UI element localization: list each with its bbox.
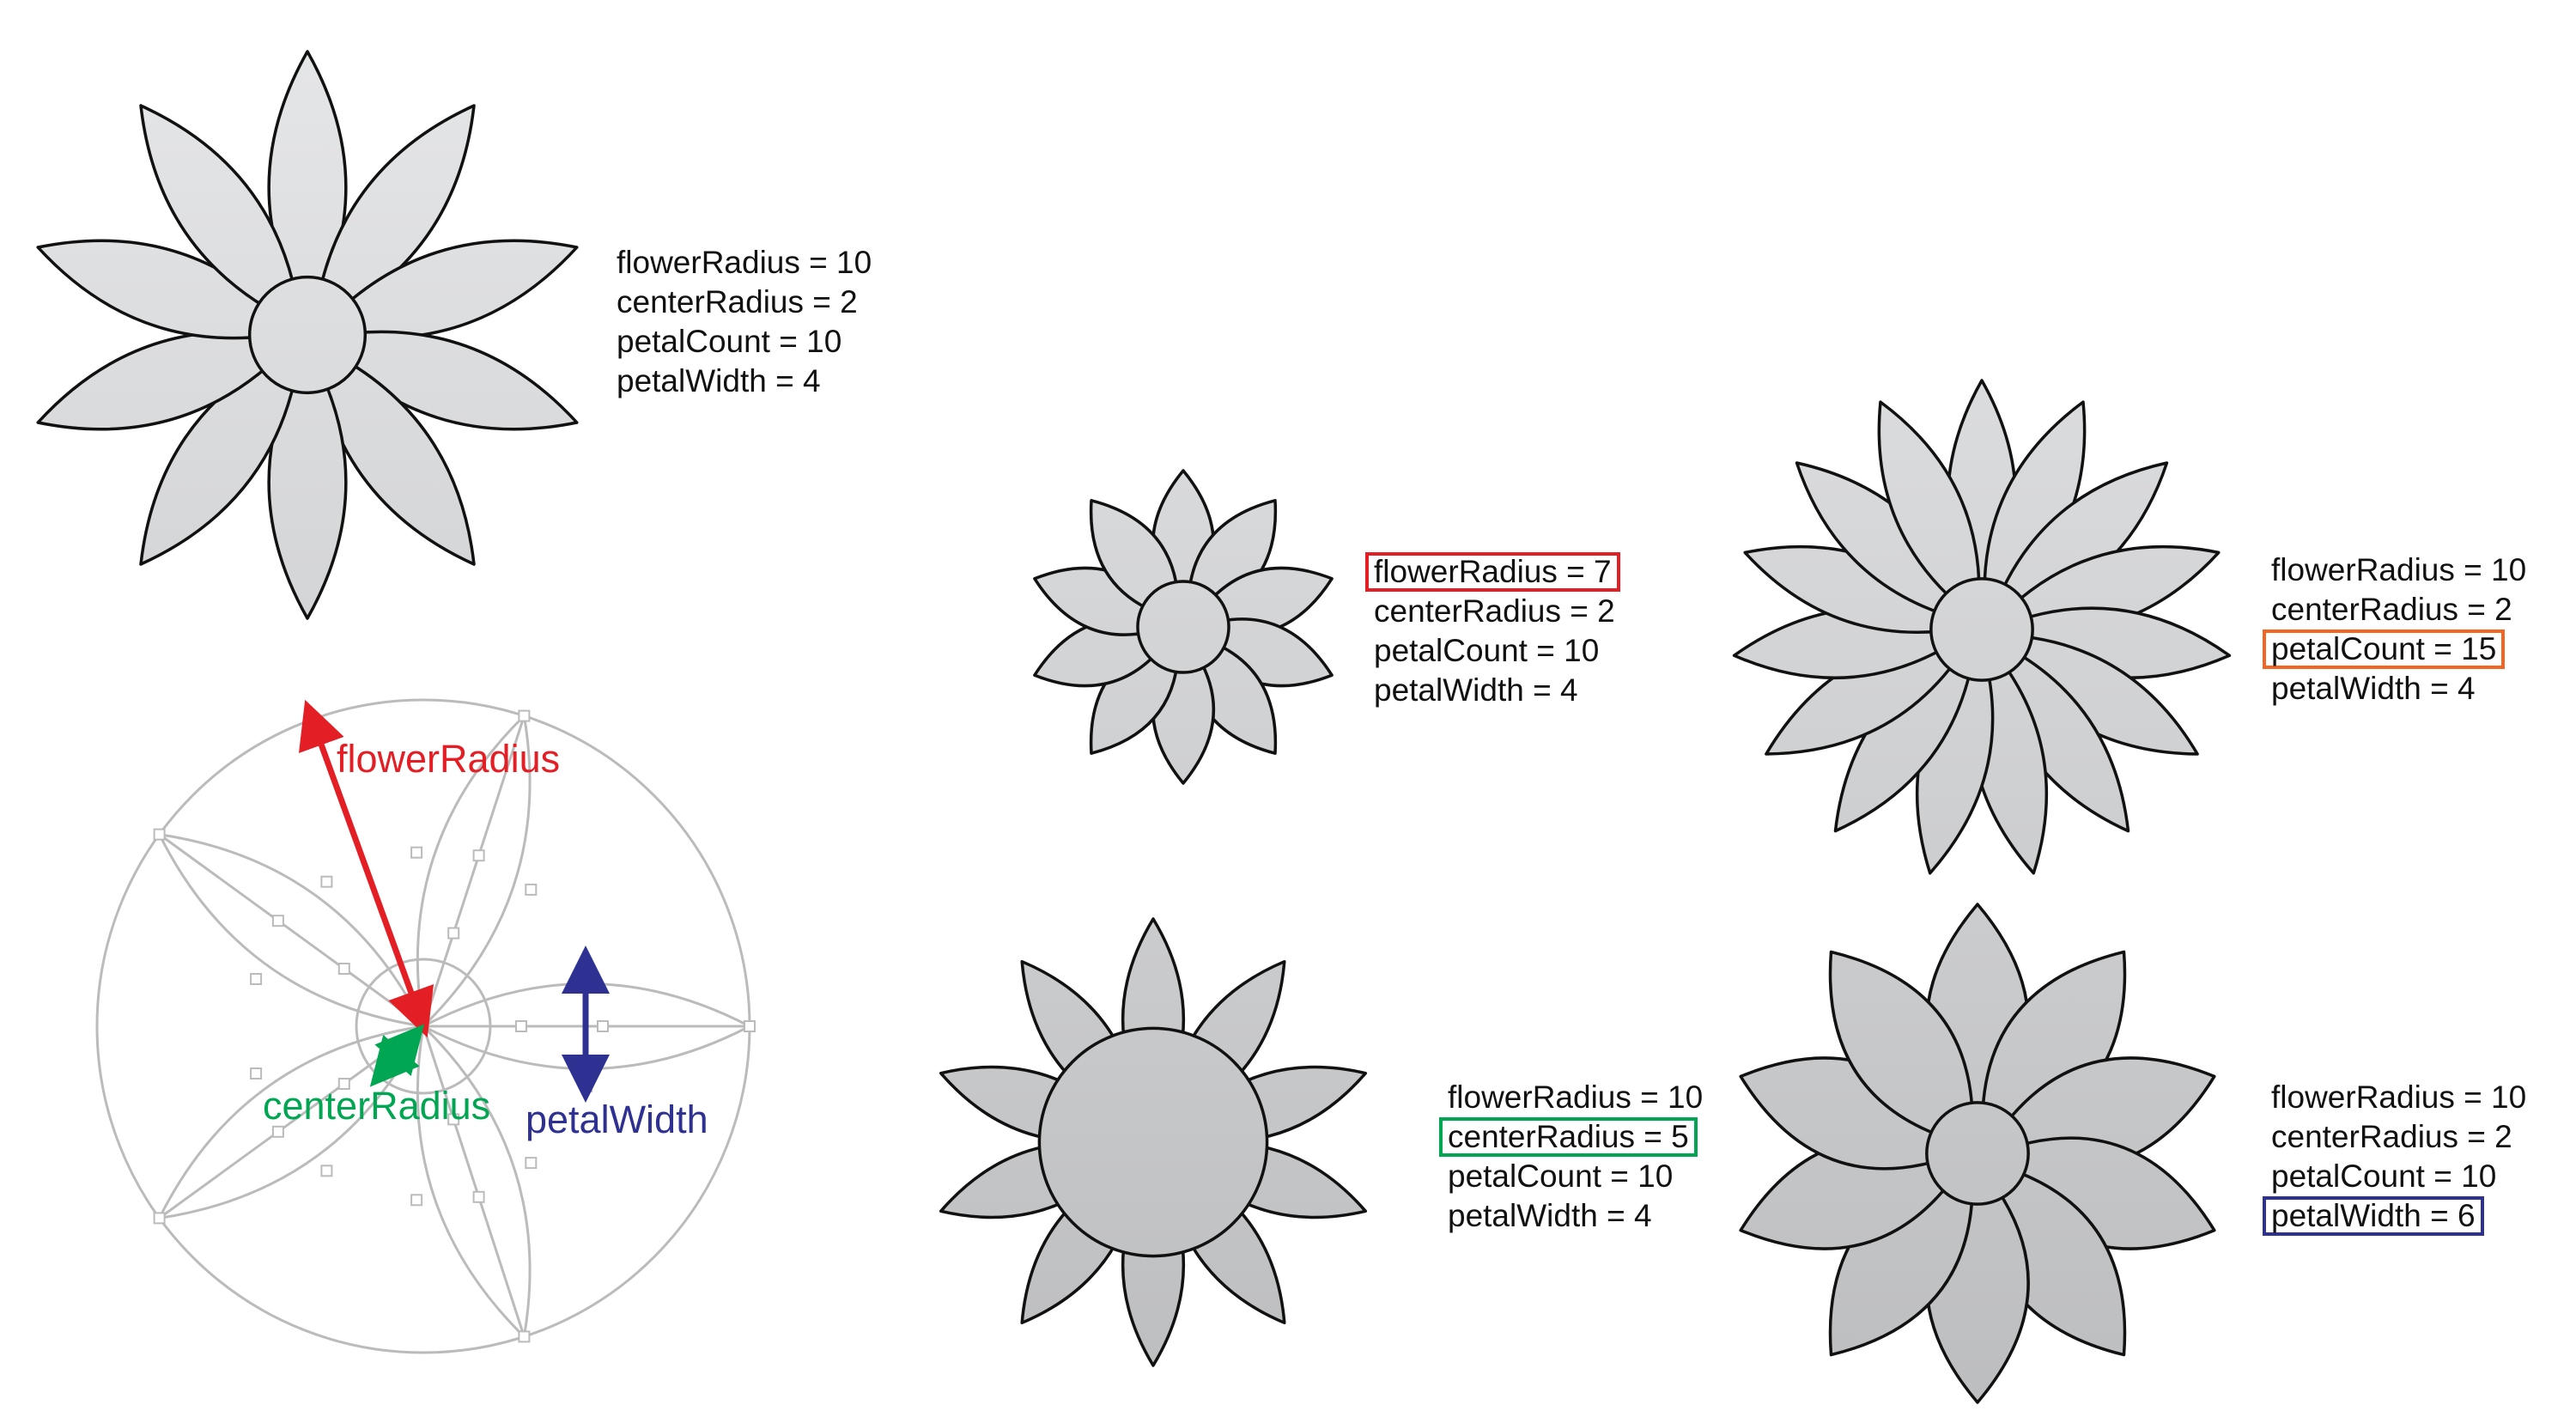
params-main: flowerRadius = 10 centerRadius = 2 petal… xyxy=(617,243,872,401)
petal xyxy=(1877,400,1981,623)
param-petal-count: petalCount = 10 xyxy=(617,324,842,359)
control-point xyxy=(518,1330,531,1343)
construction-diagram xyxy=(95,698,756,1354)
control-point xyxy=(525,883,538,896)
flower-radius-arrow xyxy=(298,699,434,1038)
flower-center5 xyxy=(939,917,1368,1367)
param-flower-radius: flowerRadius = 10 xyxy=(1448,1079,1704,1115)
parameter-annotations xyxy=(298,699,610,1103)
params-radius7: flowerRadius = 7 centerRadius = 2 petalC… xyxy=(1365,552,1620,710)
control-point xyxy=(447,1113,460,1126)
construction-spoke xyxy=(422,715,526,1027)
control-point xyxy=(744,1020,756,1032)
param-flower-radius: flowerRadius = 10 xyxy=(617,245,872,280)
params-count15: flowerRadius = 10 centerRadius = 2 petal… xyxy=(2263,550,2527,708)
control-point xyxy=(337,1078,350,1090)
petal-width-label: petalWidth xyxy=(526,1098,708,1141)
flower-center xyxy=(247,275,368,395)
control-point xyxy=(250,1067,263,1079)
control-point xyxy=(271,1125,284,1138)
petal xyxy=(139,104,302,328)
param-flower-radius-highlighted: flowerRadius = 7 xyxy=(1365,552,1620,592)
control-point xyxy=(271,915,284,927)
control-point xyxy=(153,828,166,841)
param-center-radius: centerRadius = 2 xyxy=(2271,1119,2512,1154)
param-center-radius-highlighted: centerRadius = 5 xyxy=(1439,1117,1698,1157)
flower-radius7 xyxy=(1033,469,1334,785)
param-center-radius: centerRadius = 2 xyxy=(617,284,858,319)
control-point xyxy=(525,1157,538,1170)
center-radius-arrow xyxy=(369,1024,425,1087)
flower-width6 xyxy=(1739,903,2216,1404)
control-point xyxy=(472,849,485,862)
center-radius-label: centerRadius xyxy=(263,1084,491,1128)
flower-center xyxy=(1037,1026,1269,1258)
control-point xyxy=(337,963,350,975)
param-flower-radius: flowerRadius = 10 xyxy=(2271,1079,2527,1115)
flower-center xyxy=(1929,577,2034,682)
petal xyxy=(1828,950,1974,1147)
flower-center xyxy=(1925,1101,2030,1206)
param-petal-width-highlighted: petalWidth = 6 xyxy=(2263,1196,2484,1236)
params-center5: flowerRadius = 10 centerRadius = 5 petal… xyxy=(1439,1078,1704,1236)
param-petal-width: petalWidth = 4 xyxy=(617,363,821,398)
construction-spoke xyxy=(422,1025,526,1337)
control-point xyxy=(472,1190,485,1203)
control-point xyxy=(518,709,531,722)
control-point xyxy=(250,973,263,985)
flower-radius-label: flowerRadius xyxy=(337,737,561,781)
control-point xyxy=(410,846,423,859)
param-center-radius: centerRadius = 2 xyxy=(1374,593,1615,629)
control-point xyxy=(447,927,460,940)
param-center-radius: centerRadius = 2 xyxy=(2271,592,2512,627)
control-point xyxy=(410,1194,423,1207)
params-width6: flowerRadius = 10 centerRadius = 2 petal… xyxy=(2263,1078,2527,1236)
param-petal-width: petalWidth = 4 xyxy=(1448,1198,1652,1233)
control-point xyxy=(320,875,333,888)
flower-main xyxy=(36,50,579,620)
flower-count15 xyxy=(1732,379,2232,875)
construction-spoke xyxy=(158,833,424,1028)
param-petal-width: petalWidth = 4 xyxy=(1374,672,1578,708)
control-point xyxy=(320,1165,333,1177)
control-point xyxy=(153,1212,166,1225)
control-point xyxy=(515,1020,527,1032)
param-petal-count: petalCount = 10 xyxy=(2271,1159,2497,1194)
param-flower-radius: flowerRadius = 10 xyxy=(2271,552,2527,587)
param-petal-count-highlighted: petalCount = 15 xyxy=(2263,629,2506,669)
param-petal-count: petalCount = 10 xyxy=(1448,1159,1674,1194)
param-petal-width: petalWidth = 4 xyxy=(2271,671,2476,706)
control-point xyxy=(597,1020,609,1032)
flower-center xyxy=(1136,580,1230,674)
param-petal-count: petalCount = 10 xyxy=(1374,633,1600,668)
